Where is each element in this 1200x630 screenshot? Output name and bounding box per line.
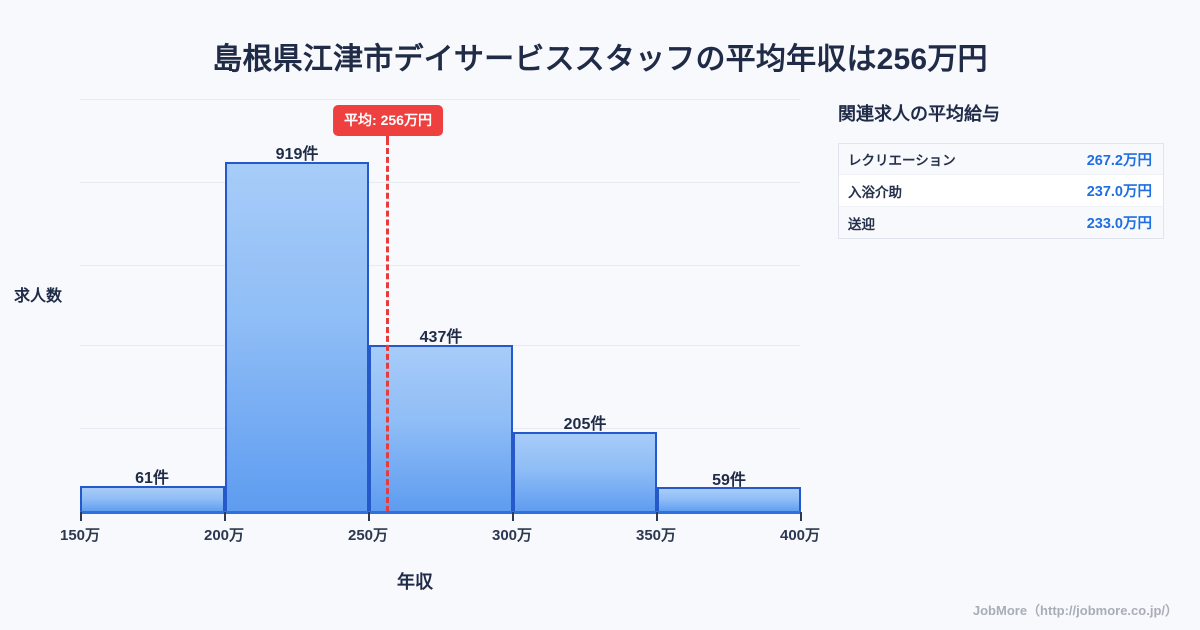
row-label: 送迎 bbox=[848, 216, 875, 232]
bar-150-200[interactable] bbox=[80, 486, 225, 512]
x-tick-label-400: 400万 bbox=[779, 527, 821, 544]
x-tick-label-350: 350万 bbox=[635, 527, 677, 544]
bar-value-label-3: 437件 bbox=[419, 329, 463, 346]
related-salary-panel: 関連求人の平均給与 レクリエーション 267.2万円 入浴介助 237.0万円 … bbox=[838, 100, 1184, 239]
row-value: 233.0万円 bbox=[1086, 216, 1152, 232]
bar-250-300[interactable] bbox=[369, 345, 513, 512]
row-label: 入浴介助 bbox=[848, 184, 902, 200]
x-tick bbox=[80, 512, 82, 521]
bar-200-250[interactable] bbox=[225, 162, 369, 512]
bar-value-label-1: 61件 bbox=[135, 470, 169, 487]
gridline bbox=[80, 99, 800, 100]
plot-area bbox=[80, 99, 801, 512]
page-title: 島根県江津市デイサービススタッフの平均年収は256万円 bbox=[212, 43, 988, 76]
table-row[interactable]: レクリエーション 267.2万円 bbox=[838, 143, 1164, 175]
table-row[interactable]: 送迎 233.0万円 bbox=[838, 207, 1164, 239]
x-axis-line bbox=[80, 511, 801, 514]
x-tick-label-300: 300万 bbox=[491, 527, 533, 544]
salary-table: レクリエーション 267.2万円 入浴介助 237.0万円 送迎 233.0万円 bbox=[838, 143, 1164, 239]
panel-title: 関連求人の平均給与 bbox=[838, 104, 1000, 124]
row-value: 267.2万円 bbox=[1086, 152, 1152, 169]
gridline bbox=[80, 182, 800, 183]
y-axis-title: 求人数 bbox=[14, 288, 63, 305]
table-row[interactable]: 入浴介助 237.0万円 bbox=[838, 175, 1164, 207]
footer-attribution: JobMore（http://jobmore.co.jp/） bbox=[972, 603, 1178, 618]
row-label: レクリエーション bbox=[848, 153, 956, 168]
x-tick bbox=[512, 512, 514, 521]
x-tick-label-200: 200万 bbox=[203, 527, 245, 544]
x-tick bbox=[800, 512, 802, 521]
x-tick-label-150: 150万 bbox=[59, 527, 101, 544]
bar-value-label-5: 59件 bbox=[712, 472, 746, 489]
x-axis-title: 年収 bbox=[397, 572, 433, 592]
x-tick-label-250: 250万 bbox=[347, 527, 389, 544]
bar-300-350[interactable] bbox=[513, 432, 657, 512]
histogram-chart: 平均: 256万円 61件 919件 437件 205件 59件 150万 20… bbox=[14, 99, 821, 592]
gridline bbox=[80, 265, 800, 266]
average-line bbox=[386, 139, 389, 512]
bar-value-label-4: 205件 bbox=[563, 416, 607, 433]
x-tick bbox=[368, 512, 370, 521]
average-badge: 平均: 256万円 bbox=[333, 105, 443, 136]
bar-value-label-2: 919件 bbox=[275, 146, 319, 163]
x-tick bbox=[656, 512, 658, 521]
bar-350-400[interactable] bbox=[657, 487, 801, 512]
row-value: 237.0万円 bbox=[1086, 184, 1152, 200]
x-tick bbox=[224, 512, 226, 521]
